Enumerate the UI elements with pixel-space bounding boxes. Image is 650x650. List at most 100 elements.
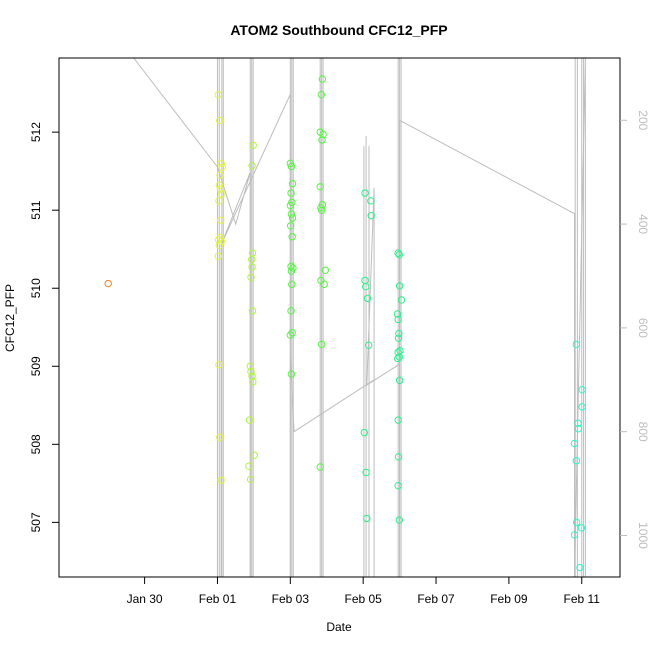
data-point — [317, 340, 326, 349]
x-tick-label: Feb 09 — [490, 592, 528, 606]
x-tick-label: Feb 05 — [344, 592, 382, 606]
data-point — [215, 241, 223, 250]
y2-tick-label: 600 — [636, 318, 650, 338]
x-tick-label: Feb 03 — [272, 592, 310, 606]
data-point — [570, 531, 579, 539]
data-point — [394, 354, 402, 363]
data-point — [247, 273, 255, 282]
data-point — [249, 141, 257, 150]
data-point — [361, 276, 369, 285]
data-point — [576, 563, 584, 572]
data-point — [577, 524, 586, 532]
data-point — [394, 416, 402, 424]
data-point — [288, 329, 296, 337]
data-point — [394, 453, 403, 461]
data-point — [570, 439, 579, 448]
data-point — [317, 206, 326, 214]
y-axis-label: CFC12_PFP — [3, 284, 17, 352]
data-point — [394, 249, 402, 257]
data-point — [394, 315, 402, 324]
data-point — [367, 197, 375, 205]
data-point — [572, 340, 580, 349]
y-tick-label: 509 — [29, 356, 43, 376]
data-point — [395, 329, 403, 338]
data-point — [214, 90, 222, 99]
data-point — [367, 211, 375, 220]
data-point — [316, 183, 324, 191]
data-point — [288, 179, 297, 188]
plot-layer — [104, 58, 586, 577]
y2-tick-label: 800 — [636, 422, 650, 442]
data-point — [248, 263, 256, 271]
y2-tick-label: 400 — [636, 214, 650, 234]
data-point — [318, 136, 326, 144]
data-point — [288, 280, 296, 289]
data-point — [321, 266, 329, 274]
data-point — [361, 189, 369, 197]
data-point — [395, 353, 403, 361]
data-point — [362, 468, 370, 477]
data-point — [215, 116, 224, 125]
data-point — [397, 296, 406, 304]
data-point — [287, 162, 296, 171]
data-point — [362, 282, 370, 291]
data-point — [287, 370, 296, 378]
data-point — [215, 361, 223, 369]
data-point — [245, 416, 254, 424]
data-point — [319, 130, 327, 139]
axes-layer: Jan 30 Feb 01 Feb 03 Feb 05 Feb 07 Feb 09 Feb … — [29, 110, 650, 606]
data-point — [216, 171, 224, 179]
x-tick-label: Feb 01 — [199, 592, 237, 606]
data-point — [250, 451, 258, 459]
data-point — [395, 250, 403, 259]
y-tick-label: 510 — [29, 278, 43, 298]
data-point — [217, 216, 225, 225]
x-axis-label: Date — [326, 620, 352, 634]
data-point — [363, 294, 372, 303]
data-point — [286, 331, 295, 339]
data-point — [395, 516, 403, 524]
data-point — [288, 233, 296, 241]
x-tick-label: Feb 07 — [417, 592, 455, 606]
data-point — [288, 214, 297, 222]
data-point — [104, 279, 112, 288]
y-tick-label: 507 — [29, 512, 43, 532]
data-point — [245, 462, 253, 470]
data-point — [360, 428, 368, 437]
data-point — [574, 425, 583, 433]
data-point — [247, 368, 255, 376]
data-point — [214, 252, 222, 260]
y-tick-label: 508 — [29, 434, 43, 454]
data-point — [249, 378, 257, 386]
data-point — [317, 90, 325, 99]
data-point — [246, 362, 254, 370]
data-point — [248, 372, 256, 381]
y2-tick-label: 1000 — [636, 522, 650, 549]
data-point — [218, 163, 226, 171]
x-tick-label: Feb 11 — [564, 592, 601, 606]
data-point — [248, 162, 256, 170]
data-point — [394, 481, 402, 490]
y2-tick-label: 200 — [636, 110, 650, 130]
data-point — [364, 341, 373, 349]
data-point — [217, 476, 225, 484]
data-point — [578, 385, 586, 394]
data-point — [363, 514, 371, 523]
data-point — [578, 403, 586, 411]
data-point — [393, 310, 402, 318]
data-point — [216, 233, 224, 242]
data-point — [286, 159, 295, 168]
data-point — [286, 201, 295, 210]
data-point — [574, 419, 582, 427]
data-point — [215, 197, 223, 205]
y-tick-label: 511 — [29, 200, 43, 219]
plot-frame — [58, 57, 621, 578]
data-point — [286, 222, 295, 230]
data-point — [217, 237, 226, 246]
data-point — [572, 518, 581, 527]
profile-line — [133, 58, 586, 577]
data-point — [572, 457, 580, 465]
data-point — [287, 307, 295, 315]
data-point — [395, 282, 404, 290]
